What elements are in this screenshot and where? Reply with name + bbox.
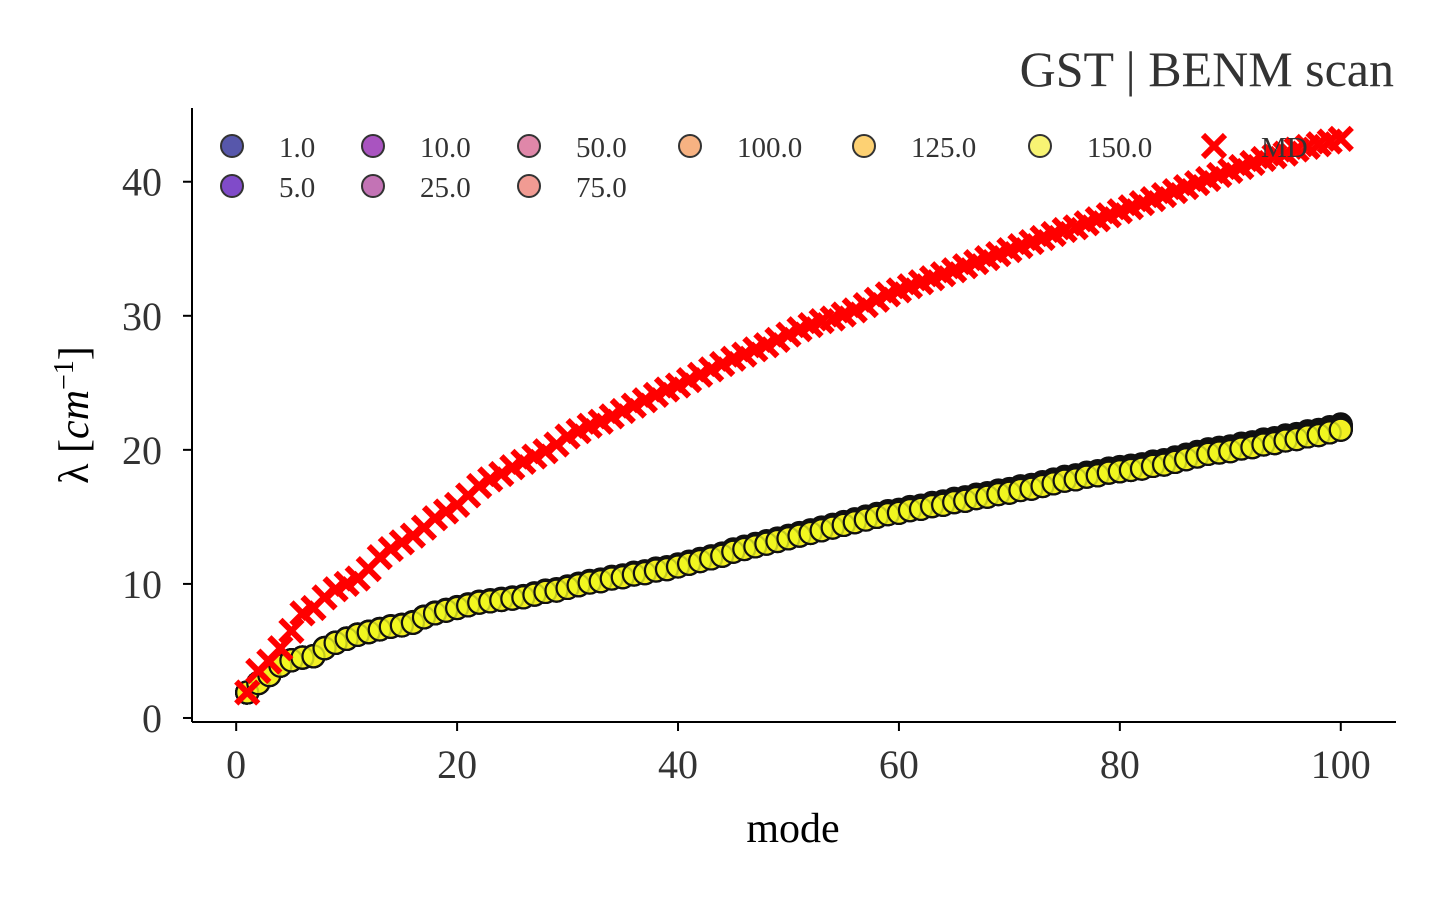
legend-marker (361, 174, 385, 198)
y-tick-label: 40 (122, 160, 162, 205)
legend-entry: 100.0 (678, 132, 802, 164)
series-md (234, 125, 1354, 706)
legend-marker (852, 134, 876, 158)
md-point (1327, 125, 1354, 152)
md-point (234, 679, 261, 706)
legend-entry: 150.0 (1028, 132, 1152, 164)
y-tick-label: 0 (142, 696, 162, 741)
legend-label: 1.0 (279, 132, 315, 164)
x-tick-label: 80 (1100, 742, 1140, 787)
md-point (267, 635, 294, 662)
legend-marker (220, 134, 244, 158)
legend-label: 150.0 (1087, 132, 1152, 164)
series-extra-10 (235, 417, 1353, 705)
legend-label: 125.0 (911, 132, 976, 164)
y-tick-label: 20 (122, 428, 162, 473)
legend-label: 100.0 (737, 132, 802, 164)
y-axis-label-suffix: ] (52, 346, 98, 360)
legend-entry: MD (1200, 132, 1308, 164)
legend-label: 25.0 (420, 172, 471, 204)
y-axis-label: λ [cm−1] (49, 346, 99, 484)
legend-entry: 125.0 (852, 132, 976, 164)
y-axis-label-var: cm (52, 390, 98, 439)
legend-entry: 10.0 (361, 132, 471, 164)
legend-label: 10.0 (420, 132, 471, 164)
legend-label: 50.0 (576, 132, 627, 164)
scatter-point (1328, 417, 1353, 442)
y-axis-ticks: 0 10 20 30 40 (122, 160, 192, 741)
x-tick-label: 40 (658, 742, 698, 787)
legend-marker (678, 134, 702, 158)
plot-area (234, 125, 1354, 706)
x-axis-ticks: 0 20 40 60 80 100 (226, 722, 1371, 787)
y-tick-label: 30 (122, 294, 162, 339)
legend-marker (1028, 134, 1052, 158)
x-tick-label: 60 (879, 742, 919, 787)
x-tick-label: 100 (1311, 742, 1371, 787)
legend-entry: 50.0 (517, 132, 627, 164)
y-axis-label-exponent: −1 (49, 360, 80, 390)
legend-label: MD (1261, 132, 1308, 164)
legend-marker (517, 174, 541, 198)
y-axis-label-prefix: λ [ (52, 439, 98, 484)
legend-marker (220, 174, 244, 198)
legend-marker (361, 134, 385, 158)
legend-label: 75.0 (576, 172, 627, 204)
legend-label: 5.0 (279, 172, 315, 204)
chart-title: GST | BENM scan (1020, 41, 1394, 97)
x-axis-label: mode (746, 806, 839, 852)
legend-entry: 25.0 (361, 172, 471, 204)
legend-marker (517, 134, 541, 158)
md-point (278, 617, 305, 644)
legend-marker (1200, 132, 1228, 160)
y-tick-label: 10 (122, 562, 162, 607)
legend-entry: 5.0 (220, 172, 315, 204)
legend: 1.0 5.0 10.0 25.0 50.0 75.0 100.0 125.0 150.0 MD (220, 132, 1308, 204)
x-tick-label: 0 (226, 742, 246, 787)
x-tick-label: 20 (437, 742, 477, 787)
legend-entry: 1.0 (220, 132, 315, 164)
legend-entry: 75.0 (517, 172, 627, 204)
